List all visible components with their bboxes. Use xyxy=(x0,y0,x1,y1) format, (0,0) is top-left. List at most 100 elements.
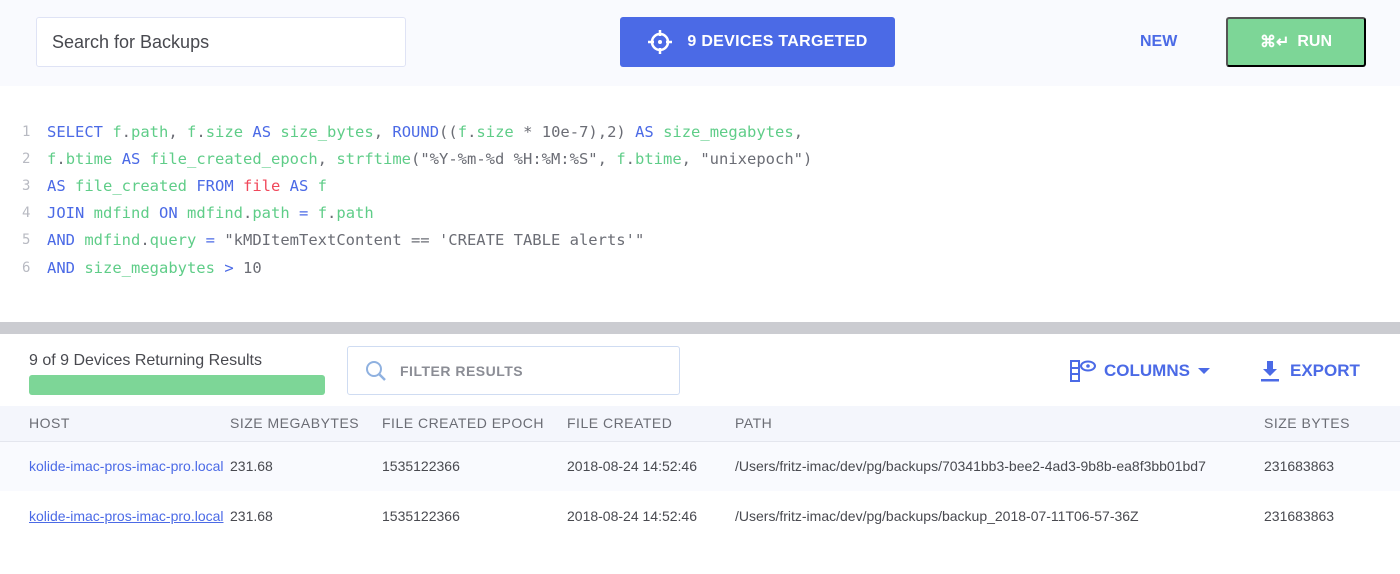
code-line: 2 f. btime AS file_created_epoch, strftime… xyxy=(0,145,812,172)
code-token: = xyxy=(299,204,318,223)
code-token: (( xyxy=(439,122,458,141)
code-token: f xyxy=(47,149,57,168)
crosshair-icon xyxy=(648,30,673,54)
cell-size-megabytes: 231.68 xyxy=(230,508,273,524)
code-token: . xyxy=(243,204,253,223)
code-token: f xyxy=(112,122,122,141)
run-shortcut: ⌘↵ xyxy=(1259,34,1290,51)
code-token: . xyxy=(56,149,66,168)
cell-size-megabytes: 231.68 xyxy=(230,441,382,491)
column-header-host[interactable]: HOST xyxy=(0,406,230,442)
code-token: AND xyxy=(47,231,85,250)
columns-button[interactable]: COLUMNS xyxy=(1070,360,1210,382)
devices-progress-bar xyxy=(29,375,325,395)
resize-divider[interactable] xyxy=(0,322,1400,334)
column-header-file-created[interactable]: FILE CREATED xyxy=(567,406,735,442)
devices-targeted-label: 9 DEVICES TARGETED xyxy=(687,33,868,50)
code-line: 1 SELECT f. path, f. size AS size_bytes, RO… xyxy=(0,118,812,145)
code-token: AS xyxy=(121,149,150,168)
host-link[interactable]: kolide-imac-pros-imac-pro.local xyxy=(0,441,230,491)
code-token: size_megabytes xyxy=(84,258,225,277)
code-token: , xyxy=(793,122,804,141)
code-token: , xyxy=(373,122,393,141)
code-token: f xyxy=(187,122,197,141)
code-token: path xyxy=(131,122,169,141)
code-token: . xyxy=(327,204,337,223)
cell-file-created: 2018-08-24 14:52:46 xyxy=(567,508,697,524)
code-line: 3 AS file_created FROM file AS f xyxy=(0,172,812,199)
code-line: 5 AND mdfind. query = "kMDItemTextContent … xyxy=(0,227,812,254)
cell-file-created-epoch: 1535122366 xyxy=(382,441,567,491)
column-header-path[interactable]: PATH xyxy=(735,406,1264,442)
run-button[interactable]: ⌘↵ RUN xyxy=(1226,17,1366,67)
code-token: file_created_epoch xyxy=(149,149,318,168)
code-token: JOIN xyxy=(47,204,94,223)
table-row: kolide-imac-pros-imac-pro.local 231.68 1… xyxy=(0,441,1400,491)
cell-size-bytes: 231683863 xyxy=(1264,508,1335,524)
devices-returning-text: 9 of 9 Devices Returning Results xyxy=(29,352,262,369)
line-number: 2 xyxy=(22,150,31,167)
code-token: . xyxy=(467,122,477,141)
line-number: 6 xyxy=(22,259,31,276)
code-token: f xyxy=(616,149,626,168)
progress-fill xyxy=(29,375,325,395)
code-token: FROM xyxy=(196,176,243,195)
code-token: btime xyxy=(65,149,122,168)
code-token: file_created xyxy=(75,176,197,195)
column-header-size-bytes[interactable]: SIZE BYTES xyxy=(1264,406,1400,442)
code-token: size_bytes xyxy=(280,122,374,141)
code-token: f xyxy=(317,176,328,195)
new-query-button[interactable]: NEW xyxy=(1140,33,1178,50)
cell-file-created-epoch: 1535122366 xyxy=(382,508,460,524)
columns-eye-icon xyxy=(1070,360,1096,382)
search-input[interactable] xyxy=(36,17,406,67)
code-token: * 10e-7),2) xyxy=(523,122,636,141)
filter-results-input[interactable]: FILTER RESULTS xyxy=(347,346,680,395)
cell-size-bytes: 231683863 xyxy=(1264,441,1400,491)
top-toolbar: 9 DEVICES TARGETED NEW ⌘↵ RUN xyxy=(0,0,1400,86)
search-icon xyxy=(366,360,386,381)
code-token: . xyxy=(140,231,150,250)
code-token: f xyxy=(457,122,468,141)
export-label: EXPORT xyxy=(1290,361,1360,380)
line-number: 3 xyxy=(22,177,31,194)
code-token: ROUND xyxy=(392,122,440,141)
code-token: AND xyxy=(47,258,85,277)
results-table: HOST SIZE MEGABYTES FILE CREATED EPOCH F… xyxy=(0,406,1400,541)
code-token: strftime xyxy=(336,149,411,168)
download-icon xyxy=(1261,361,1279,382)
cell-path: /Users/fritz-imac/dev/pg/backups/backup_… xyxy=(735,508,1139,524)
devices-targeted-button[interactable]: 9 DEVICES TARGETED xyxy=(620,17,895,67)
code-token: size xyxy=(205,122,253,141)
code-token: AS xyxy=(289,176,318,195)
code-token: , "unixepoch") xyxy=(681,149,813,168)
table-row: kolide-imac-pros-imac-pro.local 231.68 1… xyxy=(0,491,1400,541)
code-token: path xyxy=(252,204,300,223)
column-header-size-megabytes[interactable]: SIZE MEGABYTES xyxy=(230,406,382,442)
code-token: mdfind xyxy=(93,204,159,223)
column-header-file-created-epoch[interactable]: FILE CREATED EPOCH xyxy=(382,406,567,442)
code-token: . xyxy=(196,122,206,141)
line-number: 1 xyxy=(22,123,31,140)
code-token: size_megabytes xyxy=(663,122,794,141)
cell-path: /Users/fritz-imac/dev/pg/backups/70341bb… xyxy=(735,441,1264,491)
code-token: AS xyxy=(635,122,664,141)
code-token: > xyxy=(224,258,243,277)
code-line: 6 AND size_megabytes > 10 xyxy=(0,254,812,281)
code-token: size xyxy=(476,122,524,141)
columns-label: COLUMNS xyxy=(1104,361,1190,380)
code-token: . xyxy=(121,122,132,141)
line-number: 5 xyxy=(22,232,31,249)
code-token: AS xyxy=(47,176,75,195)
code-line: 4 JOIN mdfind ON mdfind. path = f. path xyxy=(0,200,812,227)
code-token: btime xyxy=(635,149,682,168)
host-link[interactable]: kolide-imac-pros-imac-pro.local xyxy=(29,508,224,524)
query-editor[interactable]: 1 SELECT f. path, f. size AS size_bytes, RO… xyxy=(0,118,812,281)
code-token: , xyxy=(317,149,337,168)
code-token: , xyxy=(168,122,188,141)
code-token: 10 xyxy=(242,258,262,277)
code-token: SELECT xyxy=(47,122,113,141)
code-token: file xyxy=(243,176,290,195)
export-button[interactable]: EXPORT xyxy=(1260,360,1360,382)
code-token: mdfind xyxy=(84,231,141,250)
